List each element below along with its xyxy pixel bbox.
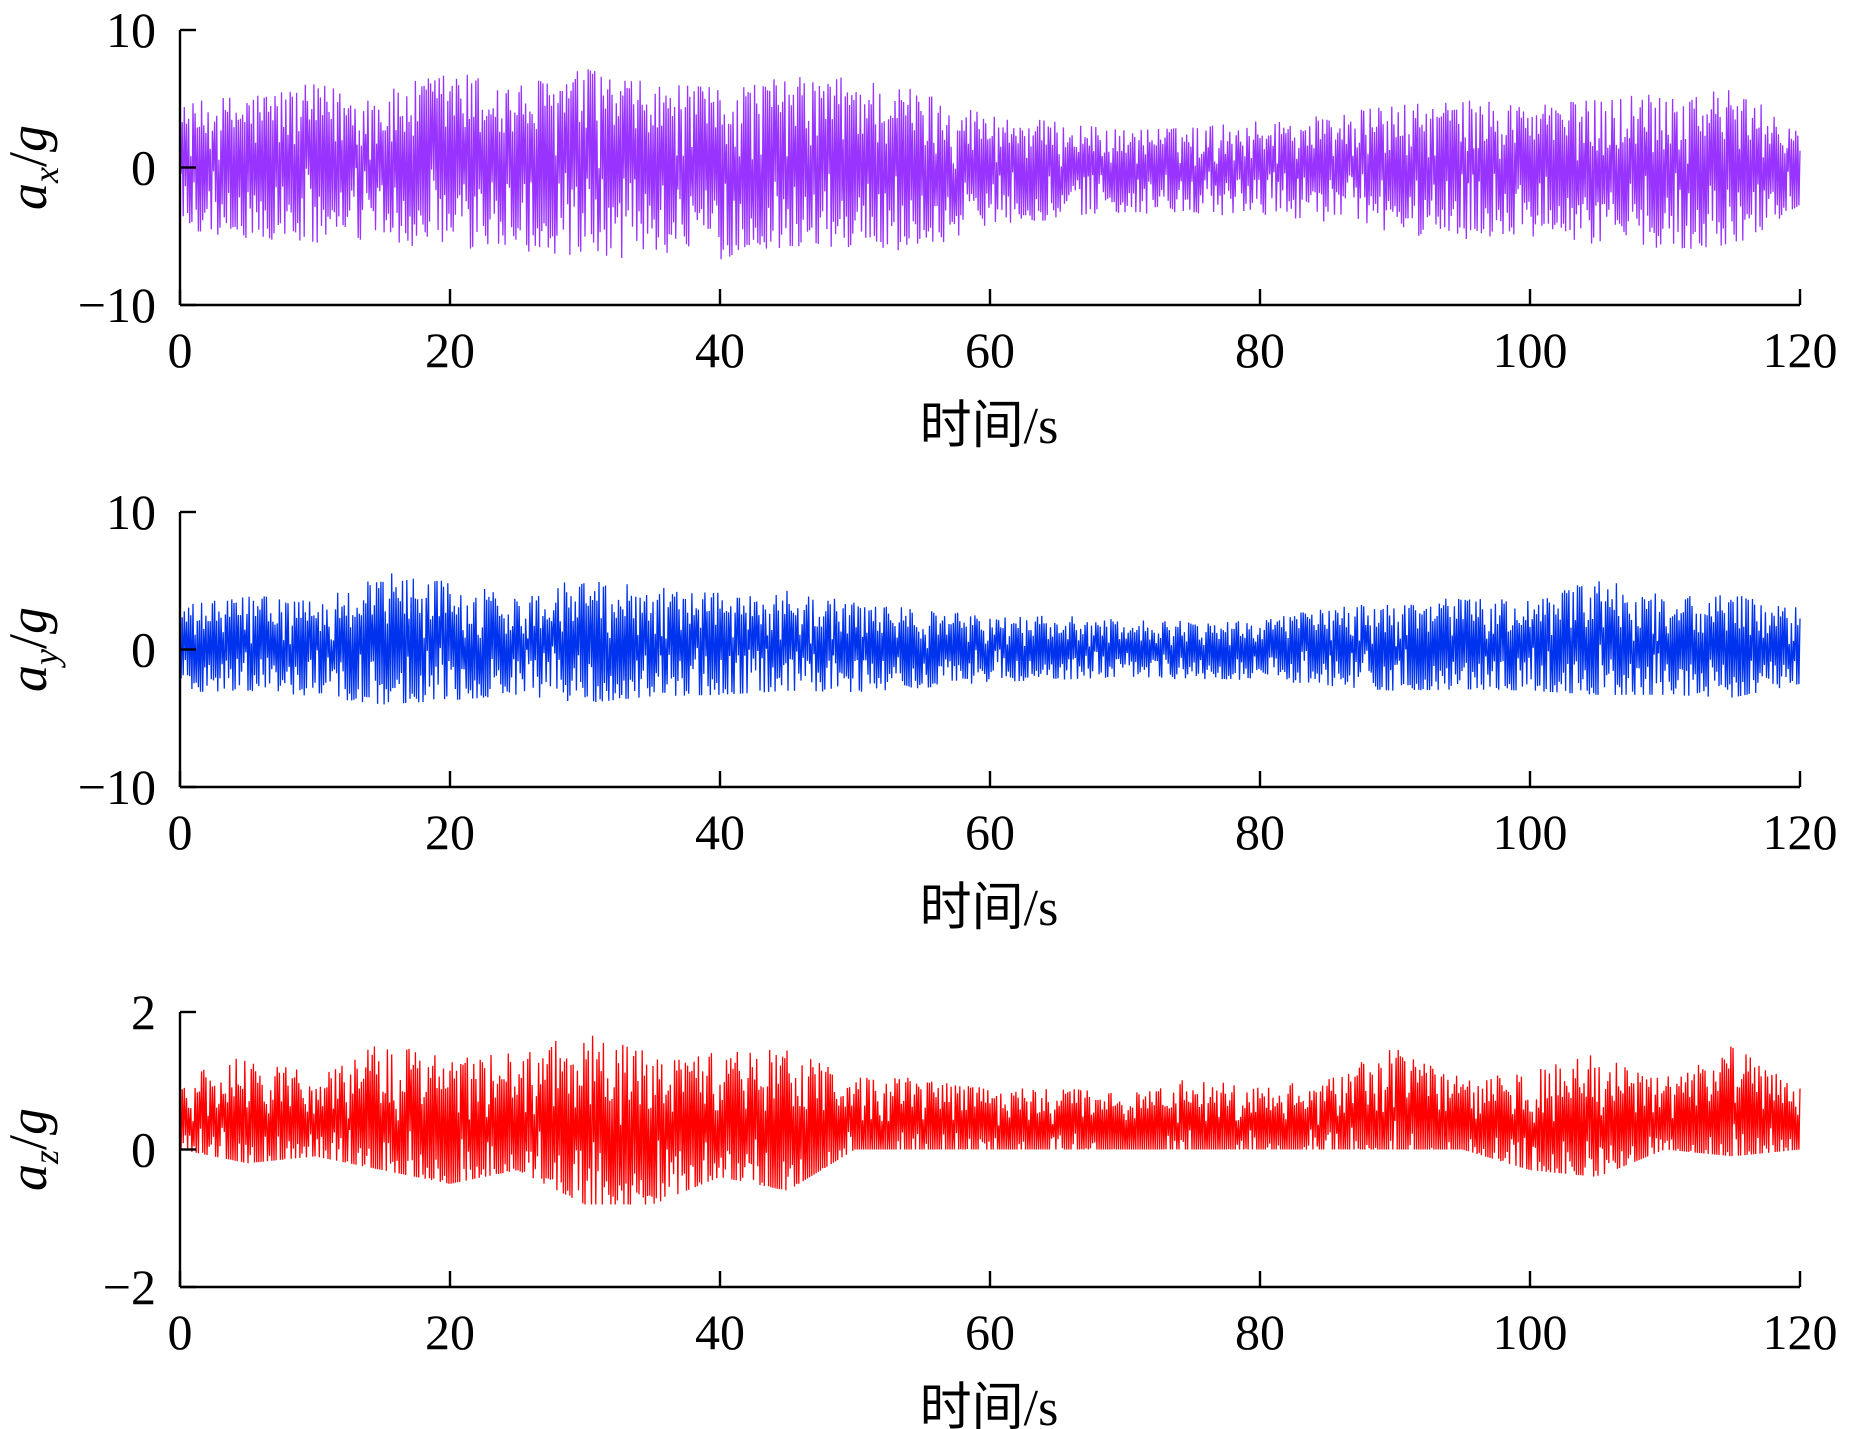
x-tick-label: 0 — [168, 322, 193, 378]
x-tick-label: 60 — [965, 1304, 1015, 1360]
x-axis-title: 时间/s — [920, 880, 1059, 937]
x-tick-label: 100 — [1493, 322, 1568, 378]
x-tick-label: 120 — [1763, 322, 1838, 378]
x-tick-label: 20 — [425, 322, 475, 378]
x-tick-label: 80 — [1235, 322, 1285, 378]
series-line-az — [179, 1035, 1801, 1205]
x-tick-label: 0 — [168, 1304, 193, 1360]
y-tick-label: 0 — [131, 622, 156, 678]
y-tick-label: −10 — [78, 759, 156, 815]
series-line-ax — [179, 69, 1801, 260]
x-tick-label: 120 — [1763, 1304, 1838, 1360]
series-line-ay — [179, 573, 1801, 705]
x-tick-label: 40 — [695, 1304, 745, 1360]
x-tick-label: 100 — [1493, 1304, 1568, 1360]
x-tick-label: 60 — [965, 804, 1015, 860]
y-tick-label: 0 — [131, 1122, 156, 1178]
x-tick-label: 80 — [1235, 1304, 1285, 1360]
y-tick-label: 10 — [106, 2, 156, 58]
x-tick-label: 60 — [965, 322, 1015, 378]
y-tick-label: −2 — [103, 1259, 156, 1315]
x-tick-label: 40 — [695, 322, 745, 378]
x-axis-title: 时间/s — [920, 1380, 1059, 1429]
y-axis-title: ay/g — [0, 607, 66, 692]
y-tick-label: −10 — [78, 277, 156, 333]
x-tick-label: 120 — [1763, 804, 1838, 860]
x-tick-label: 0 — [168, 804, 193, 860]
y-axis-title: az/g — [0, 1108, 66, 1191]
y-axis-title: ax/g — [0, 125, 66, 210]
y-tick-label: 10 — [106, 484, 156, 540]
x-axis-title: 时间/s — [920, 398, 1059, 455]
y-tick-label: 2 — [131, 984, 156, 1040]
x-tick-label: 80 — [1235, 804, 1285, 860]
x-tick-label: 40 — [695, 804, 745, 860]
y-tick-label: 0 — [131, 140, 156, 196]
x-tick-label: 20 — [425, 1304, 475, 1360]
x-tick-label: 100 — [1493, 804, 1568, 860]
x-tick-label: 20 — [425, 804, 475, 860]
